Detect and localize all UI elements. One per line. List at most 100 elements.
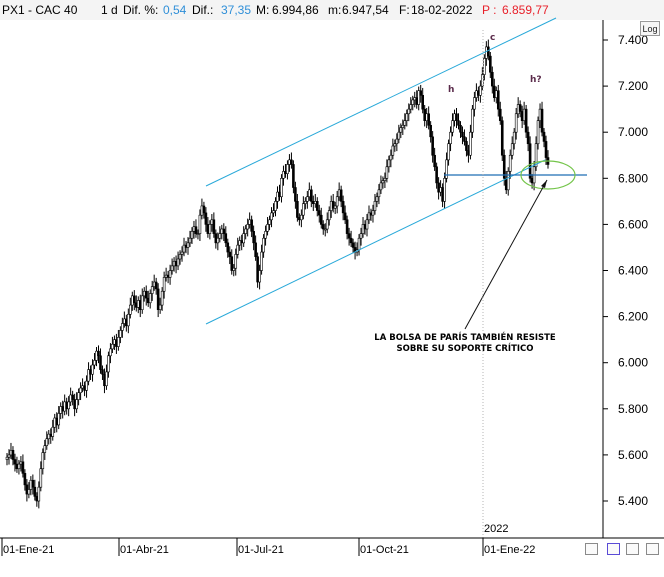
candle [57, 406, 61, 430]
symbol-label: PX1 - CAC 40 [2, 3, 78, 17]
save-icon[interactable] [607, 543, 620, 555]
candle [41, 448, 45, 475]
candle [286, 160, 289, 180]
candle [129, 297, 132, 319]
candle [459, 121, 462, 138]
candle-body [212, 219, 216, 234]
candle [443, 172, 446, 209]
candle [421, 87, 424, 114]
year-label: 2022 [484, 523, 508, 535]
candle [67, 396, 70, 417]
candle [182, 237, 186, 257]
settings-icon[interactable] [646, 543, 659, 555]
candle [409, 97, 413, 114]
candle-body [524, 108, 528, 133]
candle-body [544, 141, 548, 158]
candle-body [204, 212, 208, 225]
candle-body [17, 463, 21, 470]
candle-body [57, 413, 61, 426]
candle-body [496, 90, 500, 110]
candle [260, 244, 263, 275]
candle-body [379, 182, 383, 191]
candle-body [327, 210, 331, 221]
candle-body [178, 254, 182, 260]
candle [224, 226, 228, 247]
candle [429, 121, 432, 143]
candle-body [325, 219, 329, 230]
candle [75, 392, 78, 413]
candle [387, 155, 391, 173]
candle-body [13, 459, 17, 465]
candle-body [45, 438, 49, 446]
candle-body [252, 231, 255, 244]
candle-body [433, 154, 436, 168]
expand-icon[interactable] [585, 543, 598, 555]
candle-body [387, 159, 391, 168]
candle-body [180, 251, 184, 255]
candle-body [375, 196, 379, 202]
wave-label-h2: h? [530, 75, 542, 85]
x-tick-label: 01-Oct-21 [360, 544, 409, 556]
candle-body [230, 256, 234, 271]
candle [258, 264, 261, 290]
candle-body [431, 136, 434, 156]
candle-body [457, 120, 460, 126]
candle-body [411, 99, 415, 105]
candle-body [429, 124, 432, 138]
candle [218, 226, 222, 243]
candle-body [319, 214, 323, 225]
candle [230, 249, 234, 275]
candle [471, 105, 474, 138]
y-tick-label: 6.800 [618, 171, 648, 185]
candle-body [150, 286, 154, 294]
candle [331, 193, 335, 213]
candle [119, 326, 122, 344]
candle [306, 190, 309, 209]
y-tick-label: 6.000 [618, 356, 648, 370]
x-tick-label: 01-Jul-21 [238, 544, 284, 556]
candle-body [186, 242, 190, 248]
candle [31, 474, 35, 495]
x-axis: 01-Ene-21 01-Abr-21 01-Jul-21 01-Oct-21 01-E… [1, 538, 535, 556]
candle-body [491, 71, 494, 87]
candle [385, 159, 389, 183]
candle [37, 481, 41, 509]
candle [365, 214, 369, 237]
y-tick-label: 5.600 [618, 448, 648, 462]
candle-body [39, 468, 43, 488]
candle-body [443, 178, 446, 202]
candle [435, 162, 438, 189]
candle [339, 185, 343, 208]
candle-body [176, 258, 180, 267]
candle [510, 136, 514, 160]
candle-body [473, 97, 476, 110]
candle-body [508, 154, 512, 172]
candle [508, 149, 512, 179]
candle [111, 336, 114, 354]
candle [540, 101, 544, 137]
candle [461, 126, 464, 145]
log-scale-button[interactable]: Log [640, 21, 660, 36]
candle-body [540, 108, 544, 133]
candle-body [109, 348, 112, 357]
candle [148, 289, 152, 309]
candle [371, 204, 375, 223]
price-value: 6.859,77 [502, 3, 549, 17]
candle-series [5, 39, 550, 509]
candle [242, 226, 245, 247]
candle-body [427, 113, 430, 126]
candle [327, 206, 331, 226]
candle [496, 84, 500, 117]
wave-label-c: c [490, 33, 495, 43]
quote-header: PX1 - CAC 40 1 d Dif. %: 0,54 Dif.: 37,3… [0, 0, 664, 20]
candle [417, 86, 421, 111]
panel-icon[interactable] [626, 543, 639, 555]
candle-body [377, 189, 381, 198]
candle-body [101, 369, 104, 375]
candle-body [542, 131, 546, 142]
min-value: 6.947,54 [342, 3, 389, 17]
candle-body [373, 201, 377, 211]
candle-body [534, 143, 538, 168]
candle [512, 128, 516, 150]
